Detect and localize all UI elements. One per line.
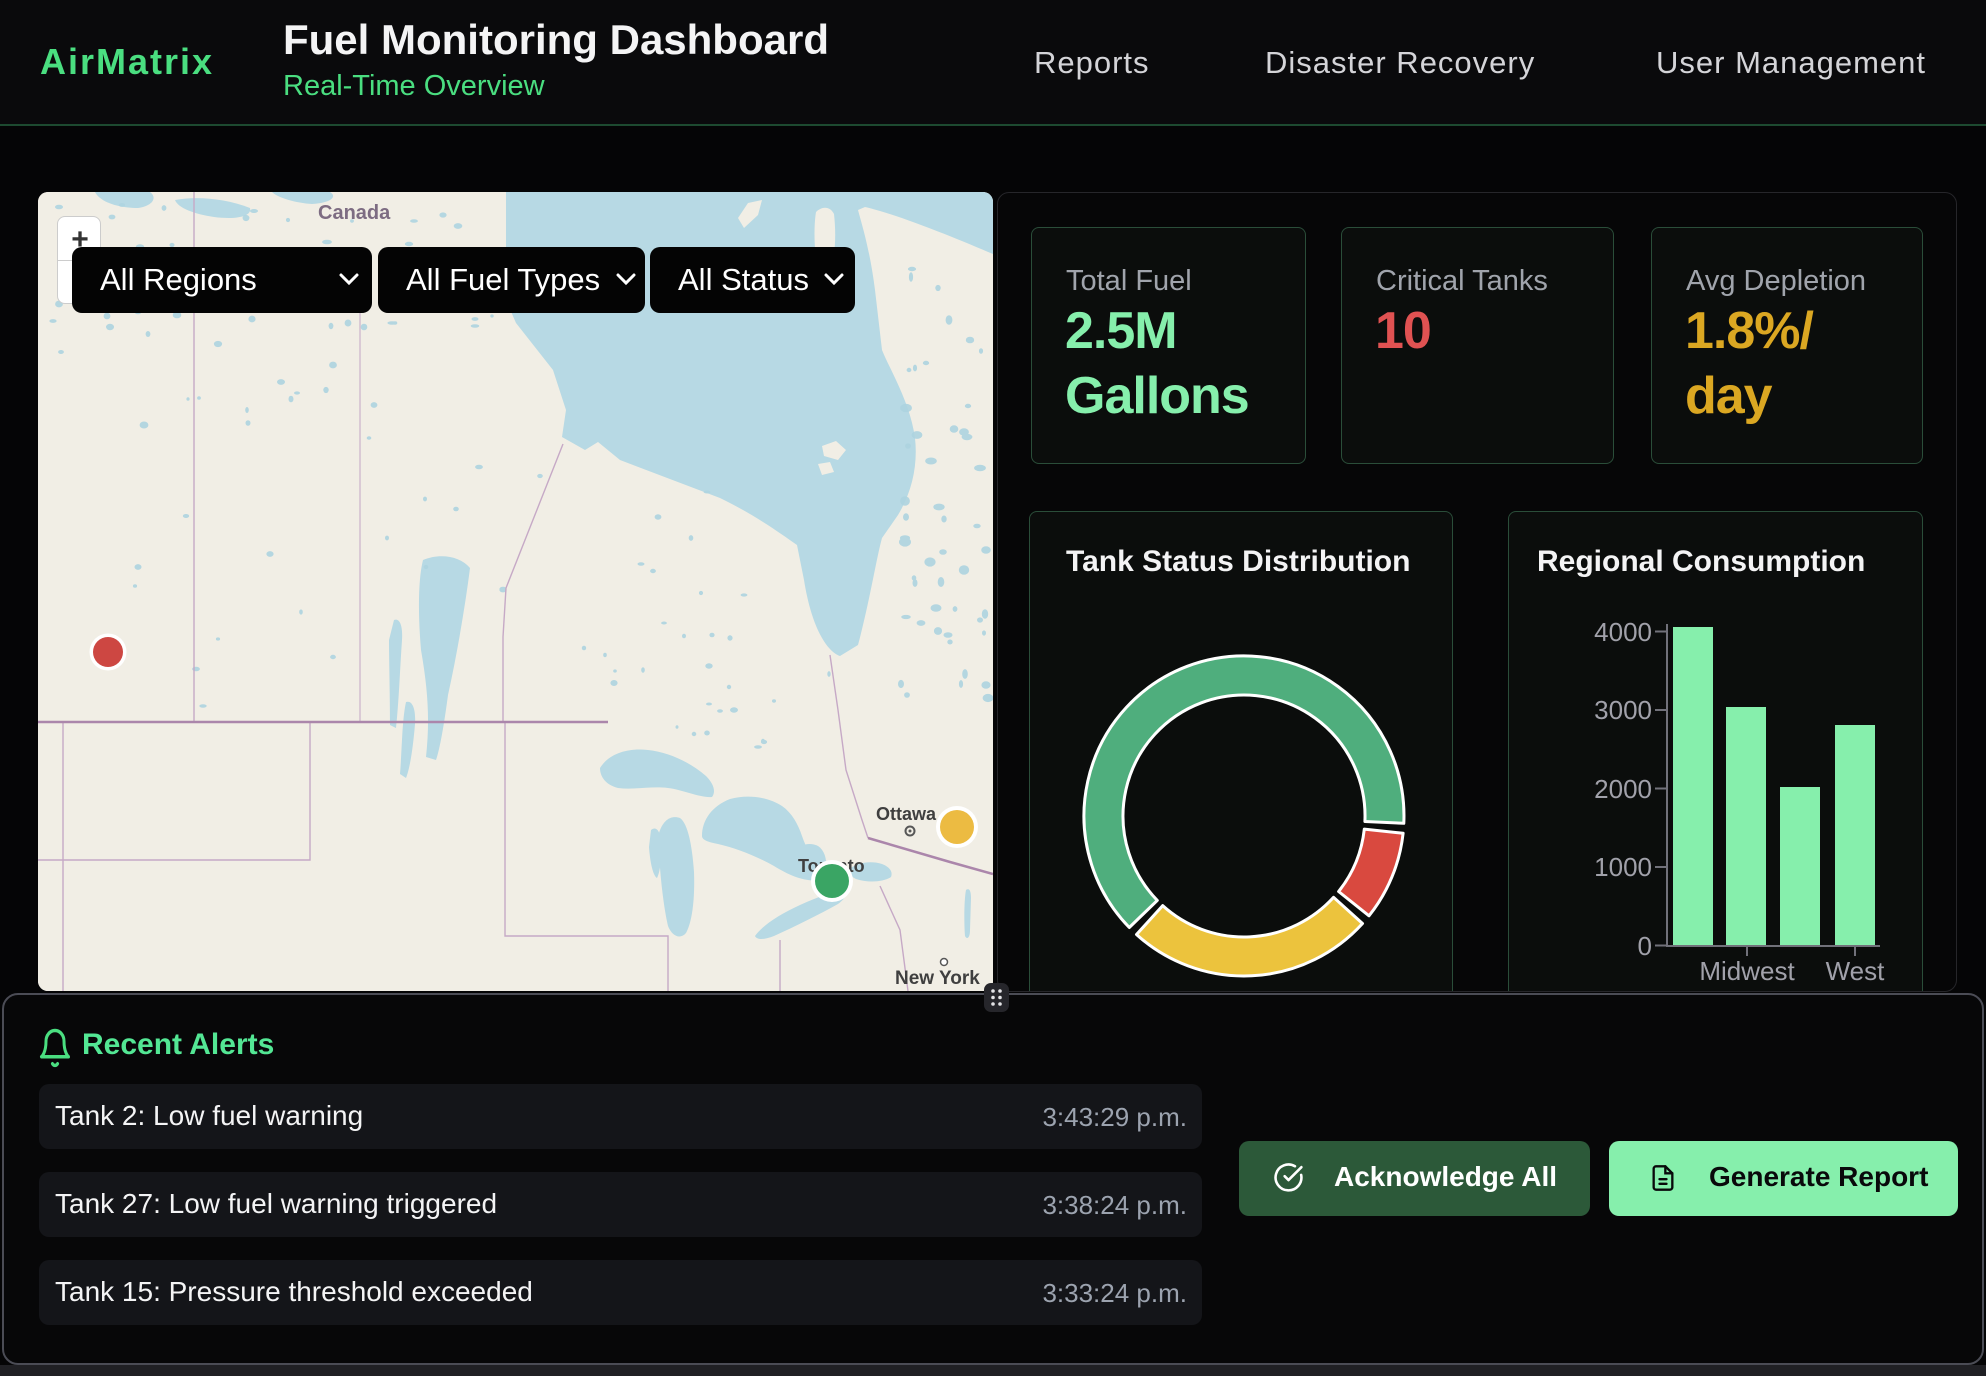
svg-text:Canada: Canada — [318, 202, 391, 224]
svg-text:4000: 4000 — [1594, 617, 1652, 647]
svg-text:3000: 3000 — [1594, 695, 1652, 725]
svg-text:New York: New York — [895, 968, 980, 989]
svg-text:2000: 2000 — [1594, 774, 1652, 804]
svg-text:0: 0 — [1638, 931, 1652, 961]
svg-text:West: West — [1826, 956, 1886, 986]
svg-text:Ottawa: Ottawa — [876, 804, 937, 824]
svg-text:1000: 1000 — [1594, 852, 1652, 882]
svg-text:Midwest: Midwest — [1699, 956, 1795, 986]
